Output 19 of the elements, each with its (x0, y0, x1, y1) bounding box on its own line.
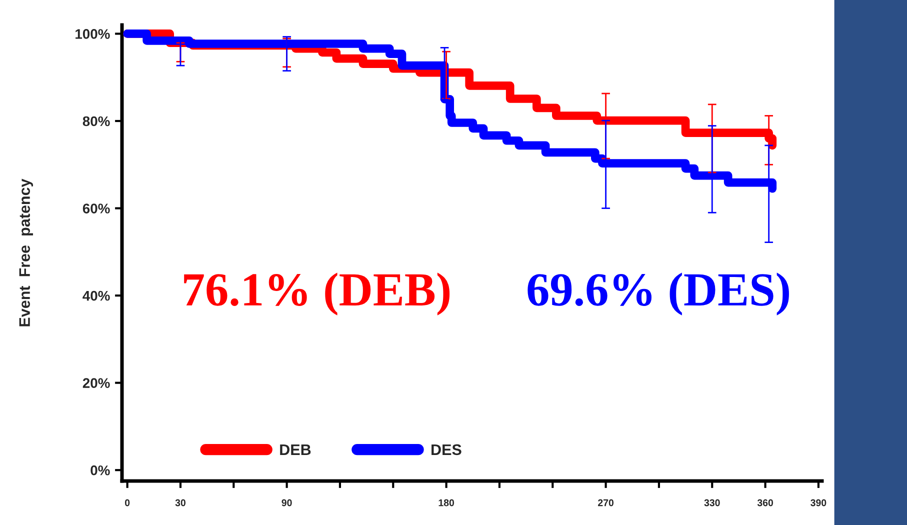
y-tick-label: 40% (82, 290, 110, 301)
y-tick-label: 0% (90, 465, 110, 476)
y-axis-title: Event Free patency (19, 178, 34, 326)
x-tick-label: 0 (125, 499, 130, 506)
y-tick-label: 20% (82, 378, 110, 388)
x-tick-label: 360 (757, 499, 774, 506)
y-tick-label: 80% (82, 116, 110, 126)
x-tick-label: 30 (175, 499, 186, 506)
annotation: 76.1% (DEB) (184, 272, 450, 316)
x-tick-label: 390 (810, 499, 826, 506)
x-tick-label: 180 (438, 499, 454, 506)
y-tick-label: 60% (82, 204, 110, 214)
x-tick-label: 90 (282, 499, 292, 506)
annotation: 69.6% (DES) (528, 272, 789, 316)
x-tick-label: 270 (598, 499, 614, 506)
x-tick-label: 330 (704, 499, 720, 506)
y-tick-label: 100% (76, 29, 110, 39)
legend-label: DES (432, 444, 462, 456)
legend-label: DEB (280, 444, 311, 455)
